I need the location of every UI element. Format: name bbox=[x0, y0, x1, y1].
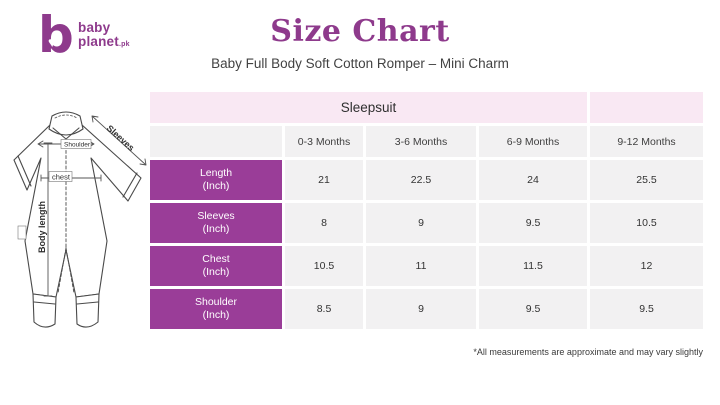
logo-letter: b bbox=[38, 6, 74, 64]
shoulder-label: Shoulder bbox=[64, 142, 91, 149]
size-table: Sleepsuit 0-3 Months 3-6 Months 6-9 Months… bbox=[150, 92, 703, 329]
value-cell: 11 bbox=[366, 246, 476, 286]
value-cell: 11.5 bbox=[479, 246, 587, 286]
table-group-header: Sleepsuit bbox=[150, 92, 587, 123]
romper-outline bbox=[13, 124, 142, 298]
brand-logo: b ♥ baby planet.pk bbox=[38, 10, 130, 60]
measurement-disclaimer: *All measurements are approximate and ma… bbox=[473, 347, 703, 357]
row-label-sleeves: Sleeves (Inch) bbox=[150, 203, 282, 243]
row-label-chest: Chest (Inch) bbox=[150, 246, 282, 286]
right-bootie bbox=[75, 293, 100, 328]
value-cell: 9.5 bbox=[479, 203, 587, 243]
body-length-label: Body length bbox=[37, 201, 47, 253]
left-bootie bbox=[32, 293, 57, 328]
value-cell: 8 bbox=[285, 203, 363, 243]
right-cuff-line bbox=[122, 172, 138, 198]
baby-planet-logo-icon: b ♥ bbox=[38, 10, 74, 60]
page-title: Size Chart bbox=[270, 14, 450, 49]
column-header-0: 0-3 Months bbox=[285, 126, 363, 157]
chest-label-box bbox=[48, 171, 73, 182]
column-header-2: 6-9 Months bbox=[479, 126, 587, 157]
value-cell: 8.5 bbox=[285, 289, 363, 329]
shoulder-label-box bbox=[60, 139, 92, 149]
table-group-header-spacer bbox=[590, 92, 703, 123]
value-cell: 9 bbox=[366, 289, 476, 329]
brand-name-line2: planet.pk bbox=[78, 34, 130, 49]
value-cell: 22.5 bbox=[366, 160, 476, 200]
left-cuff-line bbox=[17, 155, 32, 187]
sleeves-label: Sleeves bbox=[105, 123, 137, 153]
brand-name-line1: baby bbox=[78, 19, 111, 35]
collar bbox=[48, 111, 84, 136]
heart-icon: ♥ bbox=[48, 34, 57, 50]
neck-v-line bbox=[52, 127, 80, 140]
collar-stitching bbox=[54, 114, 78, 119]
value-cell: 24 bbox=[479, 160, 587, 200]
left-ankle-band bbox=[33, 301, 56, 305]
product-subtitle: Baby Full Body Soft Cotton Romper – Mini… bbox=[211, 56, 509, 71]
value-cell: 10.5 bbox=[590, 203, 703, 243]
row-label-length: Length (Inch) bbox=[150, 160, 282, 200]
brand-logo-text: baby planet.pk bbox=[78, 19, 130, 49]
value-cell: 21 bbox=[285, 160, 363, 200]
body-length-measure-line bbox=[43, 142, 53, 297]
sleeves-measure-line bbox=[91, 115, 147, 166]
left-inseam-line bbox=[57, 247, 67, 294]
column-header-3: 9-12 Months bbox=[590, 126, 703, 157]
romper-diagram: Body length chest Shoulder Sleeves bbox=[13, 111, 147, 328]
side-tab bbox=[17, 225, 27, 240]
table-corner-cell bbox=[150, 126, 282, 157]
value-cell: 10.5 bbox=[285, 246, 363, 286]
value-cell: 25.5 bbox=[590, 160, 703, 200]
chest-label: chest bbox=[52, 173, 71, 182]
row-label-shoulder: Shoulder (Inch) bbox=[150, 289, 282, 329]
value-cell: 12 bbox=[590, 246, 703, 286]
right-inseam-line bbox=[65, 247, 75, 294]
column-header-1: 3-6 Months bbox=[366, 126, 476, 157]
value-cell: 9 bbox=[366, 203, 476, 243]
value-cell: 9.5 bbox=[479, 289, 587, 329]
brand-domain-suffix: .pk bbox=[118, 41, 130, 48]
value-cell: 9.5 bbox=[590, 289, 703, 329]
right-ankle-band bbox=[76, 301, 99, 305]
